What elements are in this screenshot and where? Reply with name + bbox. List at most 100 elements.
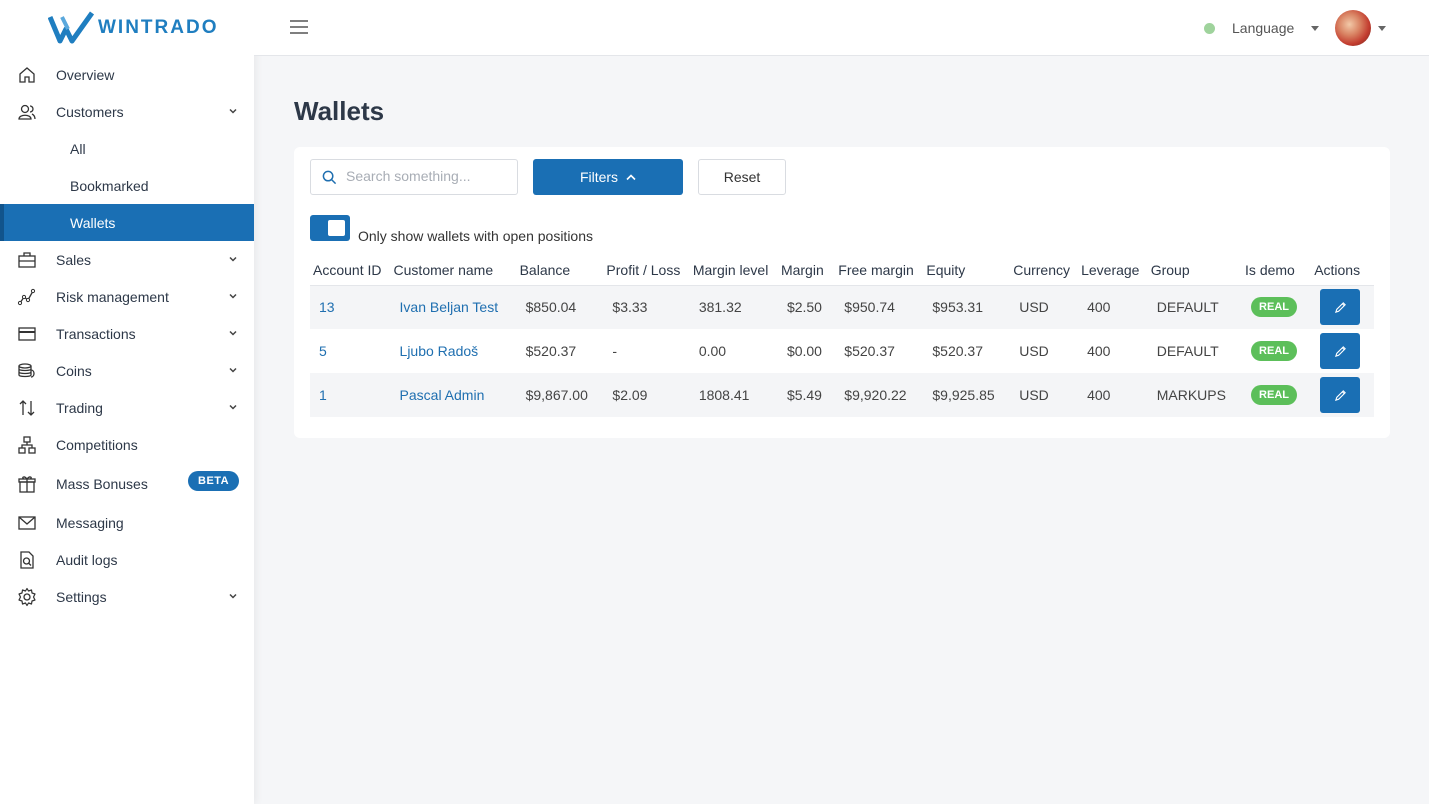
margin-level-cell: 0.00 xyxy=(698,343,727,359)
edit-button[interactable] xyxy=(1320,377,1361,413)
edit-button[interactable] xyxy=(1320,333,1361,369)
profit-loss-cell: $3.33 xyxy=(603,285,690,329)
search-input[interactable] xyxy=(346,168,506,184)
filters-label: Filters xyxy=(579,169,619,185)
table-row: 13 Ivan Beljan Test $850.04 $3.33 381.32… xyxy=(310,285,1374,329)
balance-cell: $520.37 xyxy=(525,343,577,359)
hierarchy-icon xyxy=(18,436,36,454)
pencil-icon xyxy=(1334,345,1346,357)
sidebar-item-customers[interactable]: Customers xyxy=(0,93,254,130)
home-icon xyxy=(19,67,35,83)
wintrado-logo-icon xyxy=(48,11,94,44)
account-id-link[interactable]: 5 xyxy=(319,343,327,359)
free-margin-cell: $520.37 xyxy=(844,343,895,359)
balance-cell: $9,867.00 xyxy=(516,373,604,417)
account-id-link[interactable]: 13 xyxy=(310,285,391,329)
leverage-cell: 400 xyxy=(1087,343,1111,359)
sidebar-item-label: Competitions xyxy=(56,436,138,453)
sidebar-item-overview[interactable]: Overview xyxy=(0,56,254,93)
chevron-down-icon xyxy=(229,293,237,299)
language-selector[interactable]: Language xyxy=(1232,20,1295,36)
sidebar-item-all[interactable]: All xyxy=(0,130,254,167)
margin-cell: $5.49 xyxy=(777,373,836,417)
sidebar-item-risk-management[interactable]: Risk management xyxy=(0,278,254,315)
real-badge: REAL xyxy=(1251,385,1297,405)
caret-down-icon[interactable] xyxy=(1311,26,1319,31)
column-header[interactable]: Account ID xyxy=(310,255,391,286)
actions-cell xyxy=(1311,329,1374,373)
group-cell: DEFAULT xyxy=(1156,343,1219,359)
search-icon xyxy=(322,170,337,185)
real-badge: REAL xyxy=(1251,297,1297,318)
column-header[interactable]: Free margin xyxy=(835,255,924,286)
account-id-link[interactable]: 1 xyxy=(310,373,391,417)
column-header[interactable]: Is demo xyxy=(1242,255,1312,286)
brand-logo[interactable]: WINTRADO xyxy=(0,0,254,56)
avatar[interactable] xyxy=(1335,10,1371,46)
sidebar-item-label: Bookmarked xyxy=(70,177,149,194)
beta-badge: BETA xyxy=(188,471,240,491)
column-header[interactable]: Margin level xyxy=(689,255,778,286)
filters-button[interactable]: Filters xyxy=(533,159,683,195)
sidebar-item-transactions[interactable]: Transactions xyxy=(0,315,254,352)
table-header-row: Account ID Customer name Balance Profit … xyxy=(310,255,1374,286)
sidebar-item-mass-bonuses[interactable]: Mass Bonuses BETA xyxy=(0,463,254,504)
sidebar-item-settings[interactable]: Settings xyxy=(0,578,254,615)
margin-cell: $0.00 xyxy=(786,343,822,359)
customer-name-link[interactable]: Pascal Admin xyxy=(390,373,517,417)
equity-cell: $9,925.85 xyxy=(923,373,1011,417)
column-header[interactable]: Profit / Loss xyxy=(603,255,690,286)
is-demo-cell: REAL xyxy=(1242,329,1311,373)
open-positions-toggle[interactable] xyxy=(310,215,350,241)
reset-button[interactable]: Reset xyxy=(698,159,786,195)
is-demo-cell: REAL xyxy=(1242,285,1312,329)
coins-icon xyxy=(18,363,35,378)
sidebar-item-competitions[interactable]: Competitions xyxy=(0,426,254,463)
sidebar-item-wallets[interactable]: Wallets xyxy=(0,204,254,241)
sidebar-item-audit-logs[interactable]: Audit logs xyxy=(0,541,254,578)
mail-icon xyxy=(18,516,36,530)
chevron-down-icon xyxy=(229,256,237,262)
hamburger-menu-icon[interactable] xyxy=(290,19,308,35)
customer-name-link[interactable]: Ljubo Radoš xyxy=(399,343,479,359)
column-header[interactable]: Group xyxy=(1147,255,1243,286)
sidebar-item-coins[interactable]: Coins xyxy=(0,352,254,389)
sidebar-item-sales[interactable]: Sales xyxy=(0,241,254,278)
actions-cell xyxy=(1311,373,1374,417)
chevron-down-icon xyxy=(229,330,237,336)
sidebar-item-trading[interactable]: Trading xyxy=(0,389,254,426)
status-dot xyxy=(1204,23,1215,34)
margin-level-cell: 381.32 xyxy=(689,285,778,329)
sidebar-item-label: Settings xyxy=(56,588,107,605)
column-header[interactable]: Equity xyxy=(923,255,1011,286)
column-header: Actions xyxy=(1311,255,1374,286)
column-header[interactable]: Currency xyxy=(1010,255,1079,286)
group-cell: DEFAULT xyxy=(1147,285,1243,329)
leverage-cell: 400 xyxy=(1078,373,1148,417)
sidebar-item-label: Wallets xyxy=(70,214,116,231)
wallets-table: Account ID Customer name Balance Profit … xyxy=(310,255,1374,417)
sidebar-item-label: Coins xyxy=(56,362,92,379)
page-title: Wallets xyxy=(294,96,385,126)
chevron-down-icon xyxy=(229,108,237,114)
sidebar-item-messaging[interactable]: Messaging xyxy=(0,504,254,541)
column-header[interactable]: Customer name xyxy=(390,255,517,286)
caret-down-icon[interactable] xyxy=(1378,26,1386,31)
top-header: Language xyxy=(254,0,1429,56)
briefcase-icon xyxy=(18,252,36,268)
margin-cell: $2.50 xyxy=(777,285,836,329)
customer-name-link[interactable]: Ivan Beljan Test xyxy=(390,285,517,329)
column-header[interactable]: Margin xyxy=(777,255,836,286)
margin-level-cell: 1808.41 xyxy=(689,373,778,417)
toggle-knob xyxy=(328,220,345,236)
sidebar-item-label: Audit logs xyxy=(56,551,118,568)
actions-cell xyxy=(1311,285,1374,329)
column-header[interactable]: Leverage xyxy=(1078,255,1148,286)
column-header[interactable]: Balance xyxy=(516,255,604,286)
sidebar-item-bookmarked[interactable]: Bookmarked xyxy=(0,167,254,204)
credit-card-icon xyxy=(18,327,36,341)
edit-button[interactable] xyxy=(1320,289,1361,326)
pencil-icon xyxy=(1334,389,1346,401)
sidebar-item-label: Mass Bonuses xyxy=(56,475,148,492)
group-cell: MARKUPS xyxy=(1147,373,1243,417)
